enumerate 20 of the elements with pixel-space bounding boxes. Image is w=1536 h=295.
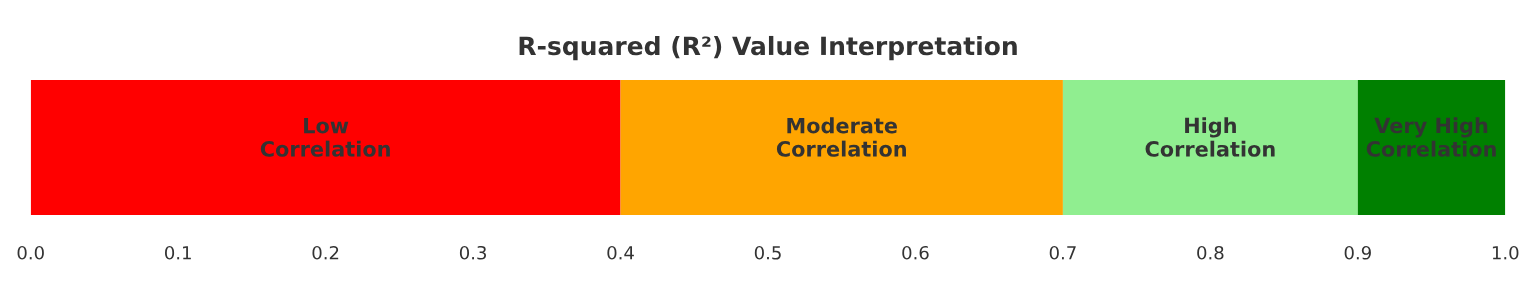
x-tick-label: 0.4 [607, 245, 634, 260]
x-tick-label: 0.3 [459, 245, 486, 260]
chart-title: R-squared (R²) Value Interpretation [519, 35, 1017, 61]
series-label: Very High Correlation [1366, 117, 1496, 157]
bar [30, 79, 621, 216]
x-tick-label: 0.7 [1049, 245, 1076, 260]
bar [1062, 79, 1358, 216]
bar [1357, 79, 1506, 216]
x-tick-label: 1.0 [1492, 245, 1519, 260]
bar [620, 79, 1063, 216]
x-tick-label: 0.0 [17, 245, 44, 260]
x-tick-label: 0.9 [1344, 245, 1371, 260]
x-tick-label: 0.1 [165, 245, 191, 260]
series-label: High Correlation [1145, 117, 1275, 157]
x-tick-label: 0.6 [902, 245, 929, 260]
x-tick-label: 0.8 [1197, 245, 1224, 260]
x-tick-label: 0.2 [312, 245, 339, 260]
series-label: Moderate Correlation [776, 117, 906, 157]
x-tick-label: 0.5 [754, 245, 781, 260]
series-label: Low Correlation [260, 117, 390, 157]
